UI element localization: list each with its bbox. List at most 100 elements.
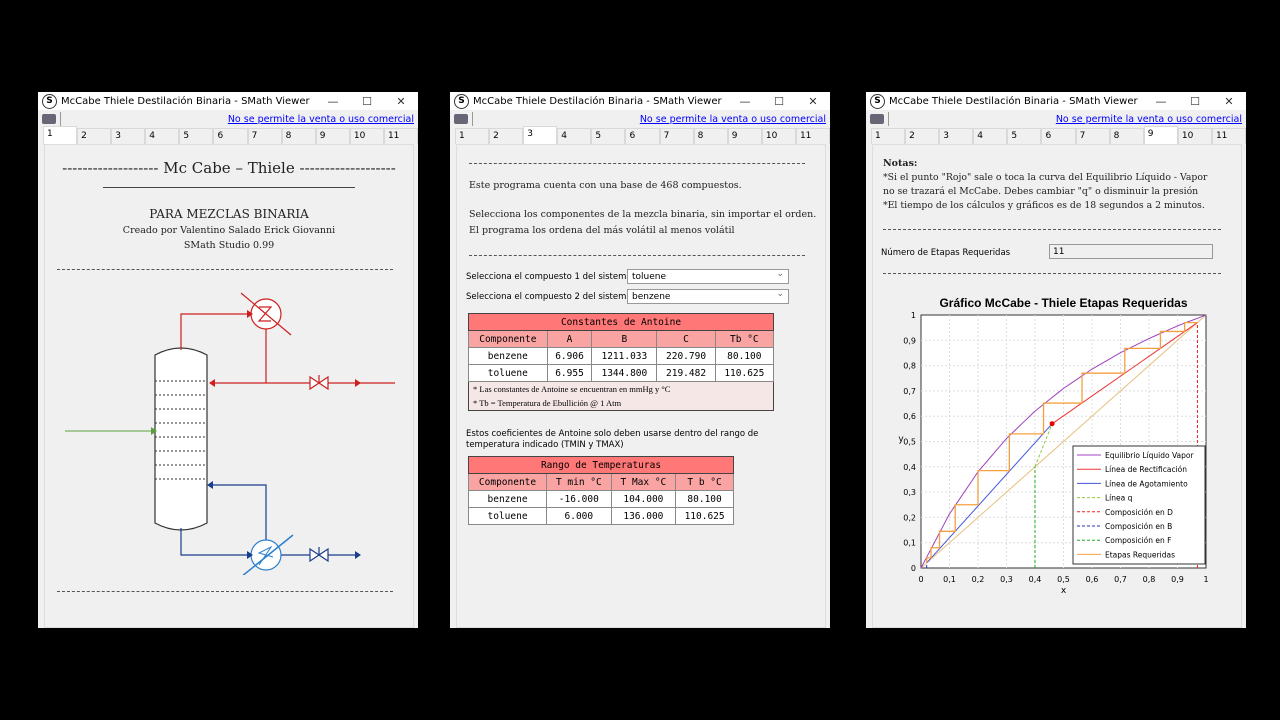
diagonal-line xyxy=(920,314,1207,569)
series-line xyxy=(926,423,1053,564)
tab-3[interactable]: 3 xyxy=(523,126,558,145)
tab-1[interactable]: 1 xyxy=(455,128,490,144)
x-tick-label: 0,3 xyxy=(1000,575,1013,584)
compound-1-select[interactable]: toluene xyxy=(627,267,789,284)
legend-entry: Línea q xyxy=(1105,494,1133,503)
table-cell: toluene xyxy=(467,507,548,525)
y-tick-label: 1 xyxy=(911,311,916,320)
page-content: Notas: *Si el punto "Rojo" sale o toca l… xyxy=(872,144,1242,628)
tab-2[interactable]: 2 xyxy=(905,128,940,144)
tab-6[interactable]: 6 xyxy=(213,128,248,144)
toolbar-divider xyxy=(888,112,889,126)
maximize-button[interactable]: ☐ xyxy=(1190,94,1200,108)
condenser-loop xyxy=(180,292,395,391)
tab-9[interactable]: 9 xyxy=(1143,126,1178,145)
column-header: A xyxy=(546,330,593,348)
window-title: McCabe Thiele Destilación Binaria - SMat… xyxy=(61,95,310,107)
table-row: toluene 6.000 136.000 110.625 xyxy=(467,507,734,525)
tab-9[interactable]: 9 xyxy=(315,128,350,144)
tab-1[interactable]: 1 xyxy=(43,126,78,145)
tab-7[interactable]: 7 xyxy=(659,128,694,144)
tab-10[interactable]: 10 xyxy=(761,128,796,144)
x-tick-label: 0 xyxy=(918,575,923,584)
tab-4[interactable]: 4 xyxy=(973,128,1008,144)
column-header: Componente xyxy=(468,330,548,348)
table-row: benzene -16.000 104.000 80.100 xyxy=(467,490,734,508)
window-3: S McCabe Thiele Destilación Binaria - SMa… xyxy=(866,92,1246,628)
page-heading: ------------------- Mc Cabe – Thiele ---… xyxy=(62,159,396,177)
chart-title: Gráfico McCabe - Thiele Etapas Requerida… xyxy=(939,296,1187,310)
window-2: S McCabe Thiele Destilación Binaria - SMa… xyxy=(450,92,830,628)
series-line xyxy=(1034,423,1053,467)
tab-bar: 1 2 3 4 5 6 7 8 9 10 11 xyxy=(455,126,830,145)
table-cell: 104.000 xyxy=(610,490,677,508)
stages-value-field: 11 xyxy=(1049,244,1213,259)
notice-link[interactable]: No se permite la venta o uso comercial xyxy=(639,113,826,125)
tab-11[interactable]: 11 xyxy=(383,128,418,144)
note-text: *El tiempo de los cálculos y gráficos es… xyxy=(883,200,1205,211)
tab-5[interactable]: 5 xyxy=(1007,128,1042,144)
column-header: T b °C xyxy=(675,473,734,491)
table-cell: benzene xyxy=(467,490,548,508)
divider xyxy=(103,187,355,188)
legend-entry: Equilibrio Líquido Vapor xyxy=(1105,451,1194,460)
print-icon[interactable] xyxy=(870,114,884,124)
tab-5[interactable]: 5 xyxy=(591,128,626,144)
antoine-table: Constantes de Antoine Componente A B C Tb °C b… xyxy=(468,313,775,411)
tab-8[interactable]: 8 xyxy=(693,128,728,144)
tab-7[interactable]: 7 xyxy=(1075,128,1110,144)
table-cell: 80.100 xyxy=(714,347,775,365)
y-tick-label: 0,7 xyxy=(903,387,916,396)
instruction-text: El programa los ordena del más volátil a… xyxy=(469,225,735,236)
print-icon[interactable] xyxy=(42,114,56,124)
legend-entry: Etapas Requeridas xyxy=(1105,550,1175,559)
tab-2[interactable]: 2 xyxy=(489,128,524,144)
x-tick-label: 0,8 xyxy=(1143,575,1156,584)
tab-4[interactable]: 4 xyxy=(557,128,592,144)
tab-11[interactable]: 11 xyxy=(1211,128,1246,144)
notice-link[interactable]: No se permite la venta o uso comercial xyxy=(1055,113,1242,125)
table-row: benzene 6.906 1211.033 220.790 80.100 xyxy=(468,347,775,365)
compound-2-select[interactable]: benzene xyxy=(627,287,789,304)
y-tick-label: 0,8 xyxy=(903,362,916,371)
minimize-button[interactable]: — xyxy=(739,94,751,108)
tab-7[interactable]: 7 xyxy=(247,128,282,144)
table-cell: 220.790 xyxy=(656,347,716,365)
tab-9[interactable]: 9 xyxy=(727,128,762,144)
minimize-button[interactable]: — xyxy=(1155,94,1167,108)
legend-entry: Línea de Agotamiento xyxy=(1105,479,1188,488)
maximize-button[interactable]: ☐ xyxy=(774,94,784,108)
tab-8[interactable]: 8 xyxy=(281,128,316,144)
tab-3[interactable]: 3 xyxy=(939,128,974,144)
author: Creado por Valentino Salado Erick Giovan… xyxy=(122,225,336,236)
legend-entry: Composición en B xyxy=(1105,522,1172,531)
tab-10[interactable]: 10 xyxy=(349,128,384,144)
close-button[interactable]: ✕ xyxy=(808,94,818,108)
table-row: toluene 6.955 1344.800 219.482 110.625 xyxy=(468,364,775,382)
tab-4[interactable]: 4 xyxy=(145,128,180,144)
tab-5[interactable]: 5 xyxy=(179,128,214,144)
tab-2[interactable]: 2 xyxy=(77,128,112,144)
tab-6[interactable]: 6 xyxy=(625,128,660,144)
notice-link[interactable]: No se permite la venta o uso comercial xyxy=(227,113,414,125)
table-cell: 6.906 xyxy=(546,347,593,365)
tab-10[interactable]: 10 xyxy=(1177,128,1212,144)
table-cell: 110.625 xyxy=(675,507,734,525)
maximize-button[interactable]: ☐ xyxy=(362,94,372,108)
legend-entry: Línea de Rectificación xyxy=(1105,465,1187,474)
tab-3[interactable]: 3 xyxy=(111,128,146,144)
x-tick-label: 0,1 xyxy=(943,575,956,584)
close-button[interactable]: ✕ xyxy=(396,94,406,108)
legend-entry: Composición en D xyxy=(1105,508,1173,517)
compound-2-label: Selecciona el compuesto 2 del sistema xyxy=(466,292,632,302)
tab-1[interactable]: 1 xyxy=(871,128,906,144)
toolbar-divider xyxy=(60,112,61,126)
feed-stream xyxy=(65,427,157,435)
print-icon[interactable] xyxy=(454,114,468,124)
minimize-button[interactable]: — xyxy=(327,94,339,108)
tab-11[interactable]: 11 xyxy=(795,128,830,144)
x-tick-label: 0,9 xyxy=(1171,575,1184,584)
close-button[interactable]: ✕ xyxy=(1224,94,1234,108)
tab-6[interactable]: 6 xyxy=(1041,128,1076,144)
tab-8[interactable]: 8 xyxy=(1109,128,1144,144)
